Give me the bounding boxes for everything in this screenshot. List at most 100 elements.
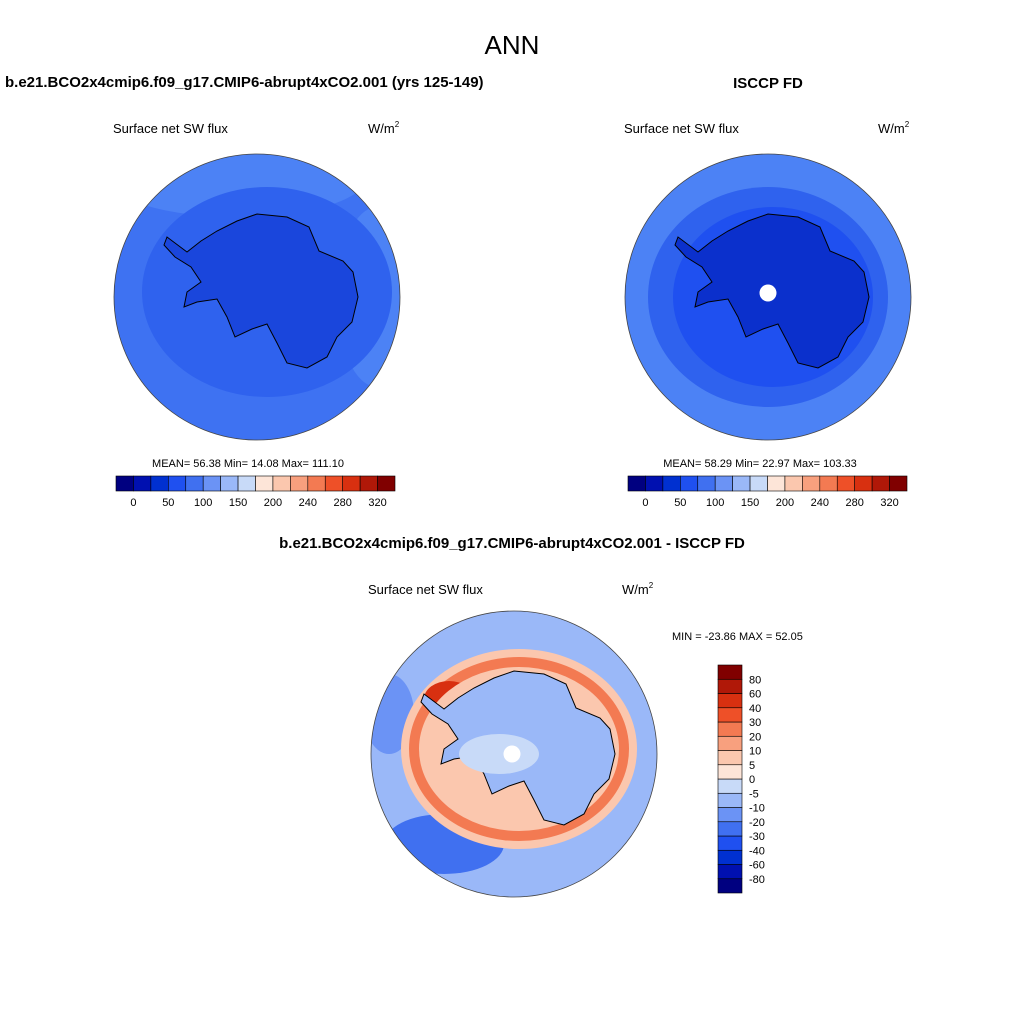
colorbar-box bbox=[717, 821, 743, 837]
map bbox=[624, 153, 912, 441]
colorbar-label: 280 bbox=[846, 497, 864, 509]
colorbar-box bbox=[115, 475, 134, 492]
colorbar-box bbox=[717, 721, 743, 737]
colorbar-label: -30 bbox=[749, 831, 765, 843]
colorbar-box bbox=[202, 475, 221, 492]
colorbar-label: 10 bbox=[749, 746, 761, 758]
stats: MEAN= 58.29 Min= 22.97 Max= 103.33 bbox=[663, 458, 857, 470]
colorbar-box bbox=[717, 707, 743, 723]
units-exponent: 2 bbox=[905, 120, 910, 129]
colorbar-box bbox=[150, 475, 169, 492]
variable-label: Surface net SW flux bbox=[368, 582, 483, 597]
colorbar-label: 40 bbox=[749, 703, 761, 715]
colorbar-box bbox=[717, 735, 743, 751]
units: W/m bbox=[368, 121, 395, 136]
colorbar-box bbox=[717, 792, 743, 808]
colorbar-label: 50 bbox=[162, 497, 174, 509]
colorbar-box bbox=[359, 475, 378, 492]
variable-label: Surface net SW flux bbox=[624, 121, 739, 136]
colorbar-label: 280 bbox=[334, 497, 352, 509]
colorbar-box bbox=[133, 475, 152, 492]
missing-data bbox=[503, 745, 521, 763]
map-field bbox=[625, 154, 911, 440]
colorbar-box bbox=[255, 475, 274, 492]
colorbar-box bbox=[871, 475, 890, 492]
colorbar-box bbox=[717, 849, 743, 865]
panel-title: b.e21.BCO2x4cmip6.f09_g17.CMIP6-abrupt4x… bbox=[5, 74, 484, 91]
units-exponent: 2 bbox=[395, 120, 400, 129]
colorbar-box bbox=[854, 475, 873, 492]
map bbox=[370, 610, 658, 898]
map-field bbox=[114, 154, 400, 440]
colorbar-box bbox=[717, 764, 743, 780]
colorbar-label: 200 bbox=[776, 497, 794, 509]
units-exponent: 2 bbox=[649, 581, 654, 590]
colorbar-label: -40 bbox=[749, 845, 765, 857]
colorbar-label: 30 bbox=[749, 717, 761, 729]
colorbar: 0 50 100 150 200 240 280 320 bbox=[115, 475, 396, 509]
colorbar-label: 80 bbox=[749, 674, 761, 686]
colorbar-box bbox=[237, 475, 256, 492]
colorbar-box bbox=[714, 475, 733, 492]
colorbar-box bbox=[324, 475, 343, 492]
colorbar-box bbox=[717, 678, 743, 694]
colorbar-box bbox=[889, 475, 908, 492]
colorbar-box bbox=[732, 475, 751, 492]
colorbar-label: 20 bbox=[749, 731, 761, 743]
map-border bbox=[624, 153, 912, 441]
colorbar-box bbox=[717, 750, 743, 766]
colorbar-label: 50 bbox=[674, 497, 686, 509]
colorbar-box bbox=[836, 475, 855, 492]
colorbar-box bbox=[272, 475, 291, 492]
colorbar-label: 200 bbox=[264, 497, 282, 509]
colorbar-label: 150 bbox=[229, 497, 247, 509]
colorbar-label: -5 bbox=[749, 788, 759, 800]
map-region bbox=[459, 734, 539, 774]
colorbar-box bbox=[749, 475, 768, 492]
colorbar-label: 150 bbox=[741, 497, 759, 509]
colorbar-box bbox=[377, 475, 396, 492]
colorbar: 0 50 100 150 200 240 280 320 bbox=[627, 475, 908, 509]
units-label: W/m2 bbox=[878, 120, 910, 136]
colorbar-box bbox=[168, 475, 187, 492]
colorbar-label: -60 bbox=[749, 860, 765, 872]
colorbar-box bbox=[662, 475, 681, 492]
colorbar-box bbox=[767, 475, 786, 492]
colorbar-box bbox=[717, 664, 743, 680]
colorbar-label: -80 bbox=[749, 874, 765, 886]
colorbar-box bbox=[697, 475, 716, 492]
colorbar-box bbox=[627, 475, 646, 492]
colorbar-label: 320 bbox=[368, 497, 386, 509]
map-border bbox=[113, 153, 401, 441]
colorbar-box bbox=[290, 475, 309, 492]
colorbar-box bbox=[680, 475, 699, 492]
map-border bbox=[370, 610, 658, 898]
figure-title: ANN bbox=[485, 30, 540, 60]
colorbar-box bbox=[819, 475, 838, 492]
stats: MEAN= 56.38 Min= 14.08 Max= 111.10 bbox=[152, 458, 344, 470]
colorbar-box bbox=[717, 807, 743, 823]
colorbar-box bbox=[717, 778, 743, 794]
colorbar-box bbox=[645, 475, 664, 492]
missing-data bbox=[759, 284, 777, 302]
colorbar-box bbox=[307, 475, 326, 492]
colorbar-label: 0 bbox=[130, 497, 136, 509]
map bbox=[113, 153, 401, 441]
panel-title: b.e21.BCO2x4cmip6.f09_g17.CMIP6-abrupt4x… bbox=[279, 535, 745, 552]
colorbar-label: 320 bbox=[880, 497, 898, 509]
stats: MIN = -23.86 MAX = 52.05 bbox=[672, 631, 803, 643]
colorbar-label: 100 bbox=[706, 497, 724, 509]
units: W/m bbox=[622, 582, 649, 597]
panel-title: ISCCP FD bbox=[733, 75, 803, 92]
colorbar-box bbox=[784, 475, 803, 492]
colorbar-label: 5 bbox=[749, 760, 755, 772]
colorbar-label: 0 bbox=[749, 774, 755, 786]
variable-label: Surface net SW flux bbox=[113, 121, 228, 136]
colorbar-label: 240 bbox=[299, 497, 317, 509]
colorbar-box bbox=[802, 475, 821, 492]
colorbar-box bbox=[185, 475, 204, 492]
colorbar: -80 -60 -40 -30 -20 -10 -5 0 5 10 20 30 40 60 80 bbox=[717, 664, 765, 894]
colorbar-box bbox=[342, 475, 361, 492]
